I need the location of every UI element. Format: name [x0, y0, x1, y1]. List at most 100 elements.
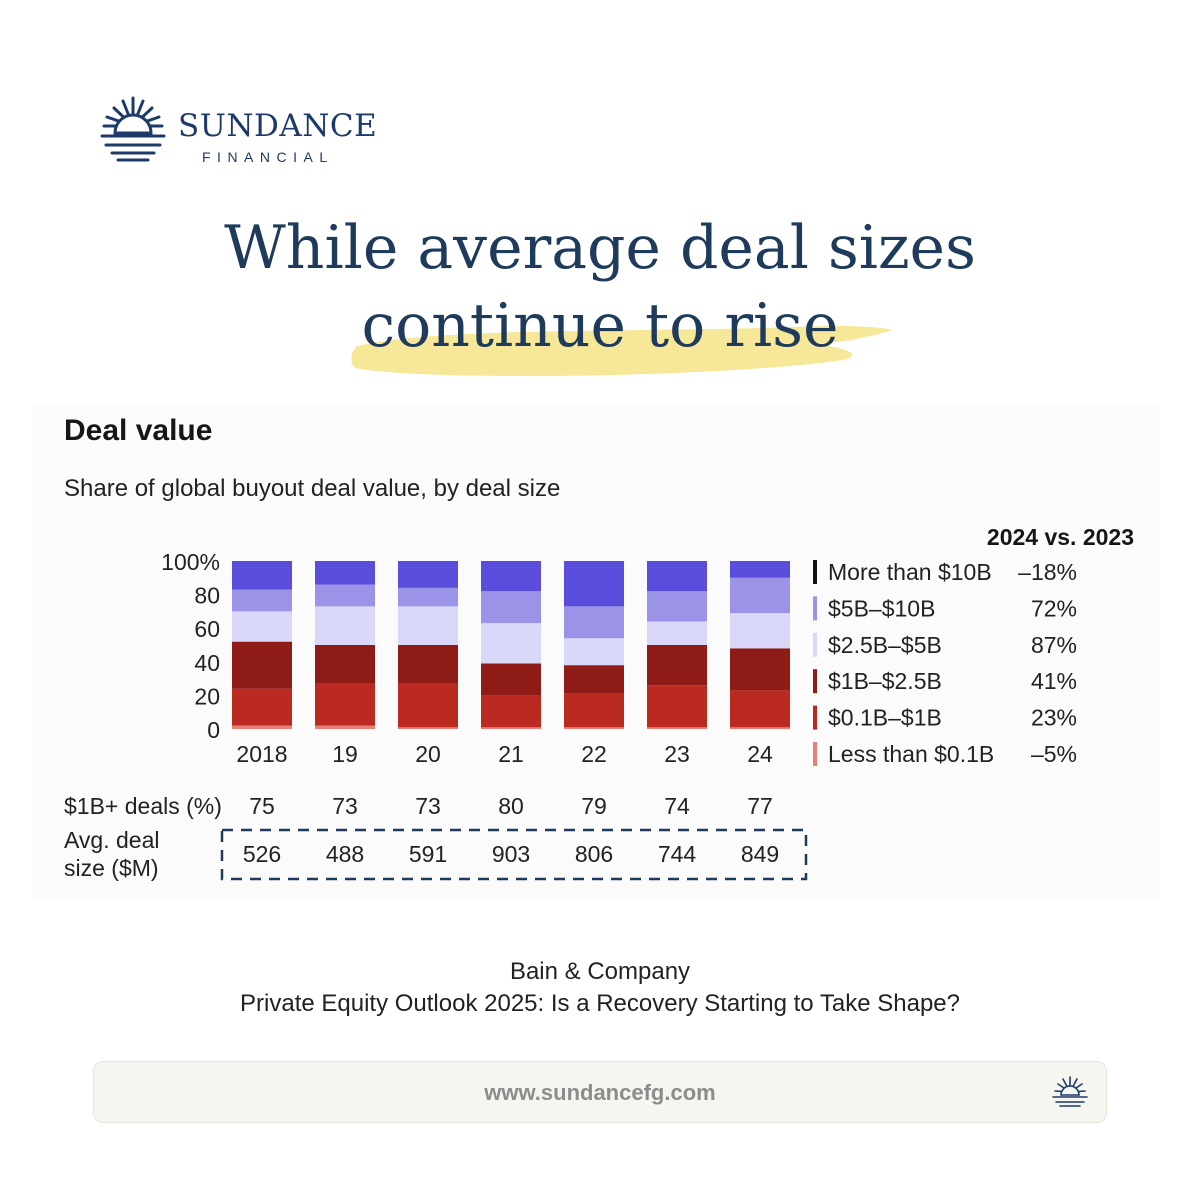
bar-segment: [647, 685, 707, 728]
bar-segment: [730, 727, 790, 729]
sun-horizon-icon: [1052, 1076, 1088, 1107]
bar-segment: [481, 561, 541, 592]
y-tick-label: 60: [194, 616, 220, 642]
y-tick-label: 80: [194, 583, 220, 609]
row-value-billion-deals: 80: [498, 793, 524, 819]
row-value-billion-deals: 75: [249, 793, 275, 819]
legend-change: 87%: [1031, 632, 1077, 658]
x-tick-label: 19: [332, 741, 358, 767]
row-value-billion-deals: 73: [415, 793, 441, 819]
bar-segment: [730, 648, 790, 691]
legend-swatch: [813, 632, 817, 657]
bar-segment: [232, 589, 292, 612]
bar-segment: [481, 623, 541, 664]
stacked-bar-chart: 0 20 40 60 80 100% 2018 19 20 21 22 23 24 2024 vs. 20…: [64, 524, 1134, 881]
bar-segment: [232, 611, 292, 642]
x-tick-label: 2018: [236, 741, 287, 767]
bar-segment: [647, 727, 707, 729]
legend-label: $5B–$10B: [828, 595, 935, 621]
y-tick-label: 20: [194, 683, 220, 709]
row-value-billion-deals: 79: [581, 793, 607, 819]
brand-logo: SUNDANCE FINANCIAL: [98, 92, 377, 168]
chart-subtitle: Share of global buyout deal value, by de…: [64, 475, 561, 502]
bar-segment: [398, 683, 458, 728]
chart-title: Deal value: [64, 414, 213, 447]
bar-segment: [564, 693, 624, 728]
legend-swatch: [813, 742, 817, 766]
bar-segment: [481, 663, 541, 696]
avg-deal-size-highlight-box: [220, 828, 808, 881]
legend-swatch: [813, 669, 817, 694]
row-label-avg-deal-size: Avg. deal: [64, 827, 159, 853]
bar-segment: [232, 688, 292, 726]
bar-segment: [232, 641, 292, 689]
bar-segment: [315, 683, 375, 726]
bar-segment: [315, 561, 375, 585]
bar-segment: [564, 727, 624, 729]
row-value-avg-deal-size: 488: [326, 841, 364, 867]
legend-change: 72%: [1031, 595, 1077, 621]
y-tick-label: 100%: [161, 549, 220, 575]
source-publisher: Bain & Company: [509, 958, 691, 985]
source-title: Private Equity Outlook 2025: Is a Recove…: [240, 990, 960, 1017]
x-tick-label: 22: [581, 741, 607, 767]
bar-segment: [481, 591, 541, 624]
headline-line-1: While average deal sizes: [224, 213, 976, 283]
headline-line-2: continue to rise: [361, 291, 839, 361]
bar-segment: [564, 561, 624, 607]
bar-segment: [647, 621, 707, 645]
bar-segment: [564, 665, 624, 694]
bar-segment: [481, 695, 541, 728]
bar-segment: [232, 561, 292, 590]
bar-segment: [315, 606, 375, 645]
bar-segment: [315, 725, 375, 729]
brand-name: SUNDANCE: [178, 108, 378, 144]
sun-horizon-icon: [100, 96, 166, 162]
bar-segment: [398, 606, 458, 645]
row-value-avg-deal-size: 526: [243, 841, 281, 867]
bar-segment: [647, 591, 707, 622]
highlight-stroke: [351, 326, 894, 376]
legend-header: 2024 vs. 2023: [987, 524, 1134, 550]
website-link[interactable]: www.sundancefg.com: [484, 1080, 716, 1105]
bar-segment: [647, 645, 707, 686]
row-value-billion-deals: 74: [664, 793, 690, 819]
legend-label: Less than $0.1B: [828, 741, 994, 767]
legend-label: More than $10B: [828, 559, 992, 585]
bar-segment: [481, 727, 541, 729]
row-label-avg-deal-size: size ($M): [64, 855, 159, 881]
bar-segment: [730, 613, 790, 649]
legend-change: 23%: [1031, 705, 1077, 731]
row-value-avg-deal-size: 903: [492, 841, 530, 867]
legend-label: $2.5B–$5B: [828, 632, 942, 658]
bar-segment: [730, 561, 790, 578]
row-value-avg-deal-size: 849: [741, 841, 779, 867]
bar-segment: [398, 587, 458, 607]
legend-swatch: [813, 596, 817, 621]
legend-label: $0.1B–$1B: [828, 705, 942, 731]
row-value-avg-deal-size: 591: [409, 841, 447, 867]
bar-segment: [647, 561, 707, 592]
row-value-avg-deal-size: 744: [658, 841, 697, 867]
y-tick-label: 0: [207, 717, 220, 743]
bar-segment: [564, 606, 624, 639]
bar-segment: [315, 584, 375, 607]
row-label-billion-deals: $1B+ deals (%): [64, 793, 222, 819]
bar-segment: [398, 727, 458, 729]
y-tick-label: 40: [194, 650, 220, 676]
legend-change: 41%: [1031, 668, 1077, 694]
x-tick-label: 23: [664, 741, 690, 767]
row-value-billion-deals: 73: [332, 793, 358, 819]
bar-segment: [232, 725, 292, 729]
x-tick-label: 24: [747, 741, 773, 767]
bar-segment: [730, 577, 790, 614]
x-tick-label: 21: [498, 741, 524, 767]
bar-segment: [730, 690, 790, 728]
legend-swatch: [813, 705, 817, 730]
bar-segment: [564, 638, 624, 666]
row-value-avg-deal-size: 806: [575, 841, 613, 867]
legend-change: –5%: [1031, 741, 1077, 767]
bar-segment: [398, 561, 458, 588]
legend-change: –18%: [1018, 559, 1077, 585]
row-value-billion-deals: 77: [747, 793, 773, 819]
